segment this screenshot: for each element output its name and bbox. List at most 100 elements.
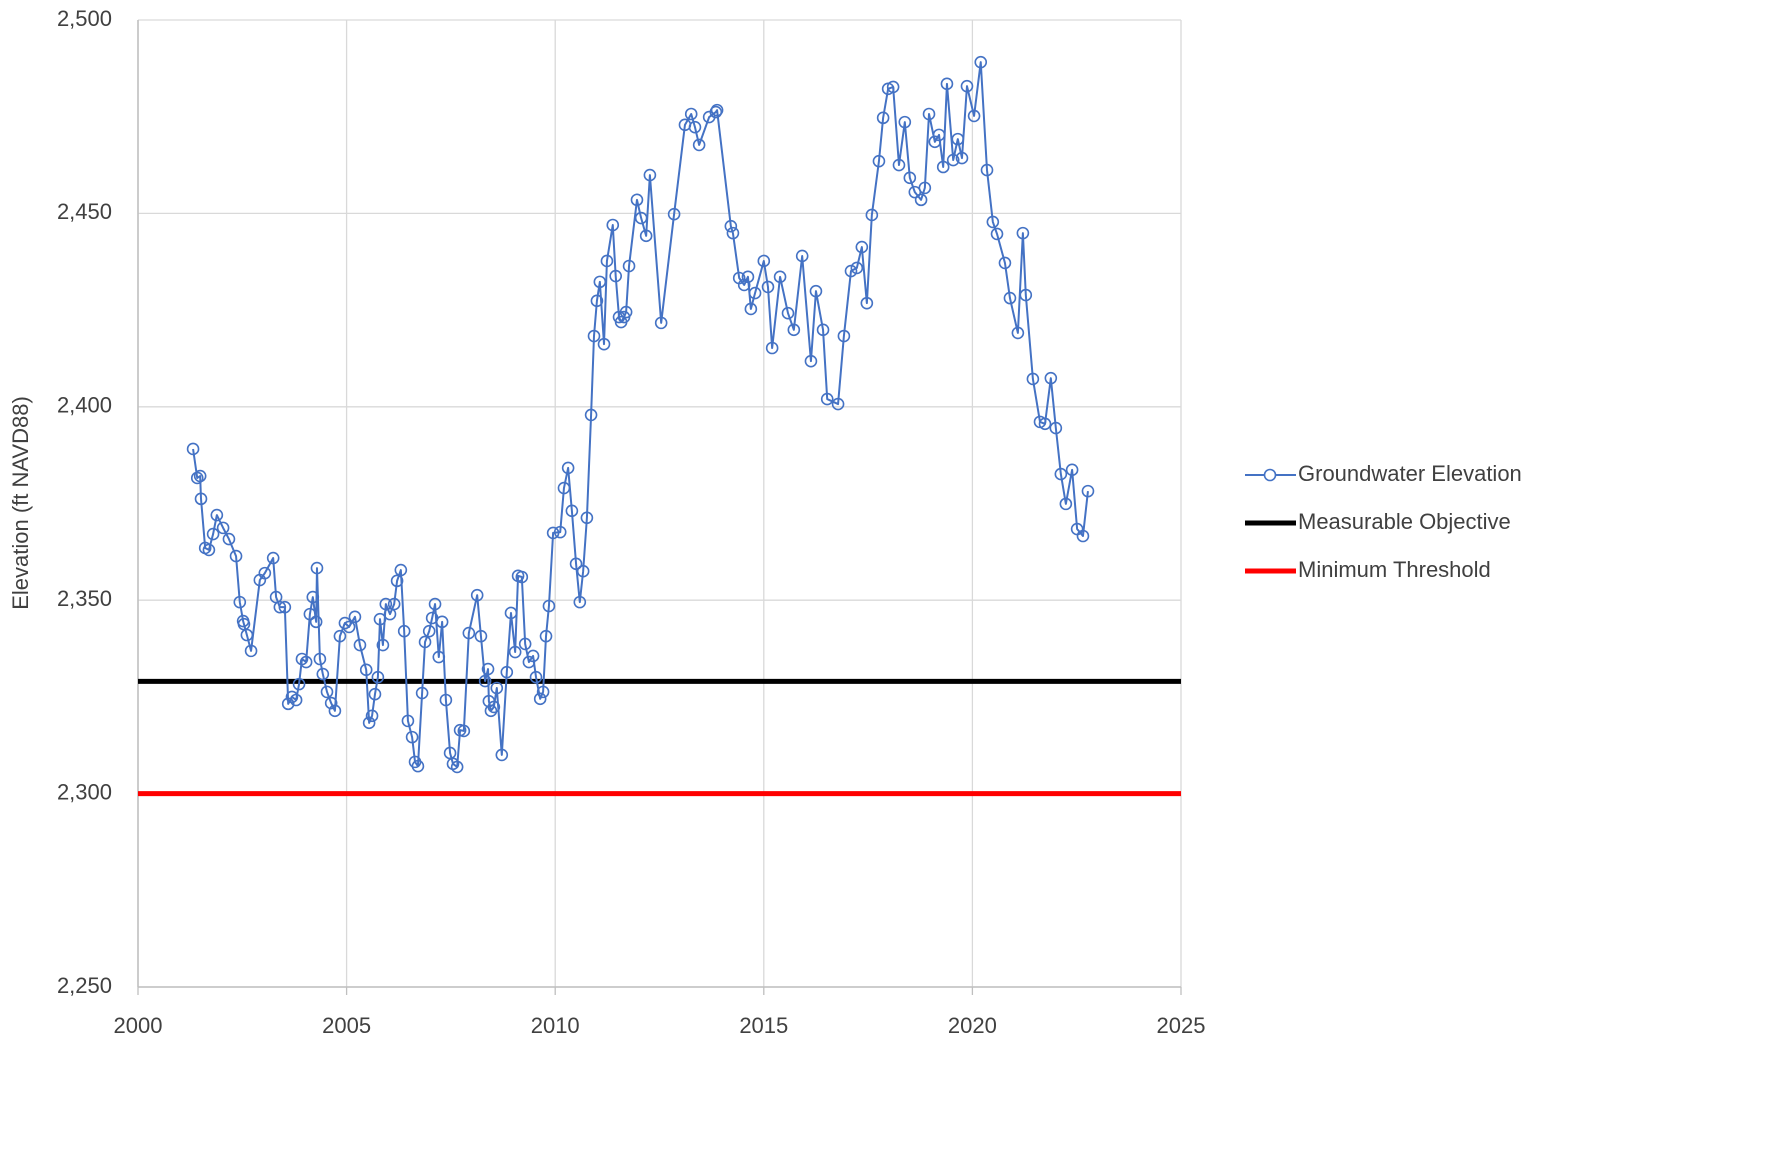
data-point <box>313 652 327 666</box>
data-point <box>757 254 771 268</box>
data-point <box>273 600 287 614</box>
data-point <box>316 667 330 681</box>
data-point <box>831 397 845 411</box>
data-point <box>587 329 601 343</box>
data-point <box>292 677 306 691</box>
data-point <box>484 704 498 718</box>
data-point <box>1003 291 1017 305</box>
x-tick-label: 2000 <box>114 1013 163 1038</box>
data-point <box>876 111 890 125</box>
data-point <box>539 629 553 643</box>
data-point <box>619 305 633 319</box>
y-tick-label: 2,500 <box>57 6 112 31</box>
legend-marker <box>1263 468 1277 482</box>
legend-label: Measurable Objective <box>1298 509 1511 534</box>
data-point <box>1065 463 1079 477</box>
data-point <box>998 256 1012 270</box>
data-point <box>940 77 954 91</box>
data-point <box>597 337 611 351</box>
data-point <box>914 193 928 207</box>
data-point <box>816 323 830 337</box>
data-point <box>855 240 869 254</box>
data-point <box>844 264 858 278</box>
data-point <box>892 158 906 172</box>
data-point <box>1016 226 1030 240</box>
data-point <box>748 286 762 300</box>
data-point <box>741 270 755 284</box>
data-point <box>974 55 988 69</box>
data-point <box>1011 326 1025 340</box>
y-tick-label: 2,250 <box>57 973 112 998</box>
data-point <box>387 597 401 611</box>
data-point <box>980 163 994 177</box>
data-point <box>710 103 724 117</box>
data-point <box>967 109 981 123</box>
data-point <box>428 597 442 611</box>
data-point <box>684 107 698 121</box>
data-point <box>737 278 751 292</box>
data-point <box>415 686 429 700</box>
data-point <box>289 693 303 707</box>
data-point <box>795 249 809 263</box>
data-point <box>432 650 446 664</box>
data-point <box>726 226 740 240</box>
data-point <box>390 574 404 588</box>
data-point <box>724 219 738 233</box>
data-point <box>898 115 912 129</box>
data-point <box>709 105 723 119</box>
data-point <box>557 481 571 495</box>
data-point <box>353 638 367 652</box>
data-point <box>303 607 317 621</box>
data-point <box>529 670 543 684</box>
data-point <box>210 508 224 522</box>
data-point <box>202 543 216 557</box>
data-point <box>872 154 886 168</box>
data-point <box>418 635 432 649</box>
data-point <box>487 700 501 714</box>
data-point <box>1019 288 1033 302</box>
data-point <box>1026 372 1040 386</box>
data-point <box>590 294 604 308</box>
x-tick-label: 2005 <box>322 1013 371 1038</box>
data-point <box>630 193 644 207</box>
data-point <box>928 135 942 149</box>
data-point <box>495 748 509 762</box>
data-point <box>190 471 204 485</box>
data-point <box>411 759 425 773</box>
data-point <box>865 208 879 222</box>
data-point <box>362 716 376 730</box>
data-point <box>376 638 390 652</box>
data-point <box>342 620 356 634</box>
data-point <box>278 600 292 614</box>
series-line <box>192 61 1089 768</box>
data-point <box>553 525 567 539</box>
data-point <box>439 693 453 707</box>
data-point <box>946 153 960 167</box>
data-point <box>804 354 818 368</box>
y-tick-label: 2,400 <box>57 393 112 418</box>
data-point <box>688 120 702 134</box>
data-point <box>569 557 583 571</box>
data-point <box>422 624 436 638</box>
data-point <box>186 442 200 456</box>
data-point <box>903 171 917 185</box>
data-point <box>462 626 476 640</box>
data-point <box>222 532 236 546</box>
data-point <box>765 341 779 355</box>
data-point <box>1081 484 1095 498</box>
data-point <box>394 563 408 577</box>
data-point <box>333 629 347 643</box>
data-point <box>338 616 352 630</box>
data-point <box>470 588 484 602</box>
data-point <box>744 302 758 316</box>
data-point <box>960 79 974 93</box>
data-point <box>990 227 1004 241</box>
data-point <box>526 649 540 663</box>
data-point <box>1059 497 1073 511</box>
data-point <box>457 724 471 738</box>
data-point <box>573 595 587 609</box>
data-point <box>692 138 706 152</box>
data-point <box>373 612 387 626</box>
data-point <box>348 610 362 624</box>
